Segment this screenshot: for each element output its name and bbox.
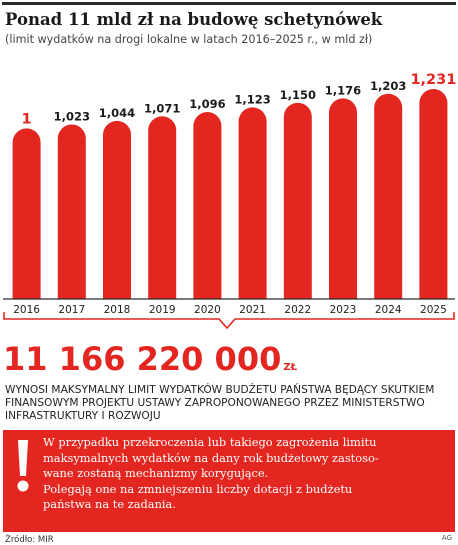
bar-2019 (148, 116, 177, 299)
bar-2016 (12, 128, 41, 299)
value-label-2025: 1,231 (410, 72, 456, 88)
value-label-2020: 1,096 (189, 97, 225, 111)
notice-line: państwa na te zadania. (43, 497, 176, 512)
exclamation-icon (17, 440, 29, 492)
notice-text: W przypadku przekroczenia lub takiego za… (43, 435, 451, 513)
notice-line: W przypadku przekroczenia lub takiego za… (43, 435, 377, 449)
chart-subtitle: (limit wydatków na drogi lokalne w latac… (5, 33, 373, 46)
total-value: 11 166 220 000 (3, 340, 282, 378)
chart-title: Ponad 11 mld zł na budowę schetynówek (5, 10, 383, 29)
x-tick-labels-layer: 2016 2017 2018 2019 2020 2021 2022 2023 2024 2025 (13, 304, 447, 316)
value-label-2023: 1,176 (325, 83, 361, 97)
total-description: WYNOSI MAKSYMALNY LIMIT WYDATKÓW BUDŻETU… (5, 384, 435, 422)
bar-2025 (419, 89, 448, 299)
notice-line: wane zostaną mechanizmy korygujące. (43, 466, 269, 481)
total-unit: ZŁ (283, 362, 298, 373)
source-note: Źródło: MIR (5, 535, 54, 545)
total-amount: 11 166 220 000 ZŁ (3, 340, 297, 378)
bar-2024 (374, 93, 403, 299)
notice-box: W przypadku przekroczenia lub takiego za… (3, 430, 455, 532)
x-tick-2018: 2018 (104, 304, 131, 316)
x-tick-2017: 2017 (58, 304, 85, 316)
x-tick-2019: 2019 (149, 304, 176, 316)
author-signature: AG (441, 534, 452, 542)
x-tick-2025: 2025 (420, 304, 447, 316)
notice-line: maksymalnych wydatków na dany rok budżet… (43, 450, 379, 465)
bar-2022 (283, 102, 312, 299)
value-labels-layer: 1 1,023 1,044 1,071 1,096 1,123 1,150 1,176 1,20… (22, 72, 457, 127)
bar-chart: 1 1,023 1,044 1,071 1,096 1,123 1,150 1,176 1,20… (3, 72, 457, 330)
value-label-2017: 1,023 (54, 109, 90, 123)
top-rule (2, 2, 456, 5)
bar-2020 (193, 112, 222, 299)
notice-line: Polegają one na zmniejszeniu liczby dota… (43, 481, 353, 496)
bar-2023 (329, 98, 357, 299)
x-tick-2024: 2024 (375, 304, 402, 316)
bar-2017 (57, 124, 86, 300)
value-label-2021: 1,123 (234, 92, 270, 106)
value-label-2019: 1,071 (144, 101, 180, 115)
value-label-2022: 1,150 (280, 88, 316, 102)
x-tick-2020: 2020 (194, 304, 221, 316)
value-label-2016: 1 (22, 111, 32, 127)
value-label-2018: 1,044 (99, 106, 135, 120)
bracket-line (3, 312, 455, 330)
x-tick-2023: 2023 (330, 304, 357, 316)
value-label-2024: 1,203 (370, 79, 406, 93)
x-tick-2016: 2016 (13, 304, 40, 316)
bar-2021 (238, 107, 267, 299)
bar-2018 (103, 120, 131, 299)
x-tick-2021: 2021 (239, 304, 266, 316)
bars-layer (12, 89, 448, 300)
x-tick-2022: 2022 (284, 304, 311, 316)
